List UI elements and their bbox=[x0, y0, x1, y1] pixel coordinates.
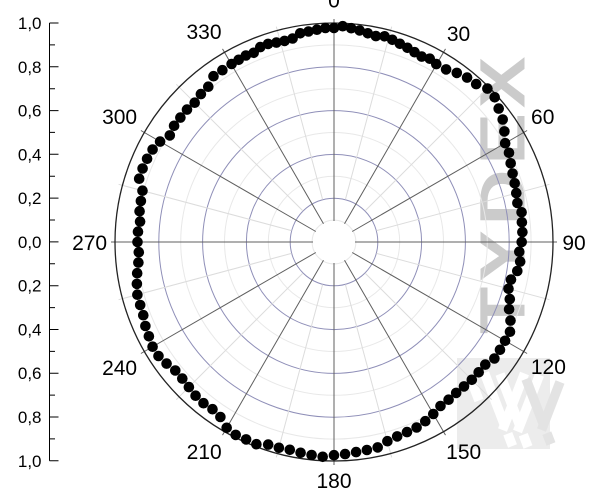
svg-text:1,0: 1,0 bbox=[18, 452, 42, 471]
svg-text:0,8: 0,8 bbox=[18, 58, 42, 77]
svg-text:TYDEX: TYDEX bbox=[468, 52, 539, 334]
svg-text:180: 180 bbox=[316, 470, 351, 493]
svg-text:270: 270 bbox=[72, 232, 107, 255]
svg-text:120: 120 bbox=[531, 356, 566, 379]
svg-text:0,4: 0,4 bbox=[18, 321, 42, 340]
svg-text:0,2: 0,2 bbox=[18, 189, 42, 208]
svg-text:0,8: 0,8 bbox=[18, 408, 42, 427]
svg-text:210: 210 bbox=[187, 441, 222, 464]
svg-text:330: 330 bbox=[186, 21, 221, 44]
svg-text:0: 0 bbox=[328, 0, 340, 13]
svg-text:300: 300 bbox=[102, 106, 137, 129]
svg-text:0,6: 0,6 bbox=[18, 102, 42, 121]
svg-text:0,2: 0,2 bbox=[18, 277, 42, 296]
svg-text:240: 240 bbox=[102, 357, 137, 380]
svg-text:60: 60 bbox=[531, 106, 554, 129]
svg-text:0,0: 0,0 bbox=[18, 233, 42, 252]
svg-text:30: 30 bbox=[447, 23, 470, 46]
svg-text:150: 150 bbox=[446, 441, 481, 464]
svg-text:0,6: 0,6 bbox=[18, 364, 42, 383]
svg-text:90: 90 bbox=[562, 232, 585, 255]
svg-text:0,4: 0,4 bbox=[18, 145, 42, 164]
svg-text:1,0: 1,0 bbox=[18, 14, 42, 33]
